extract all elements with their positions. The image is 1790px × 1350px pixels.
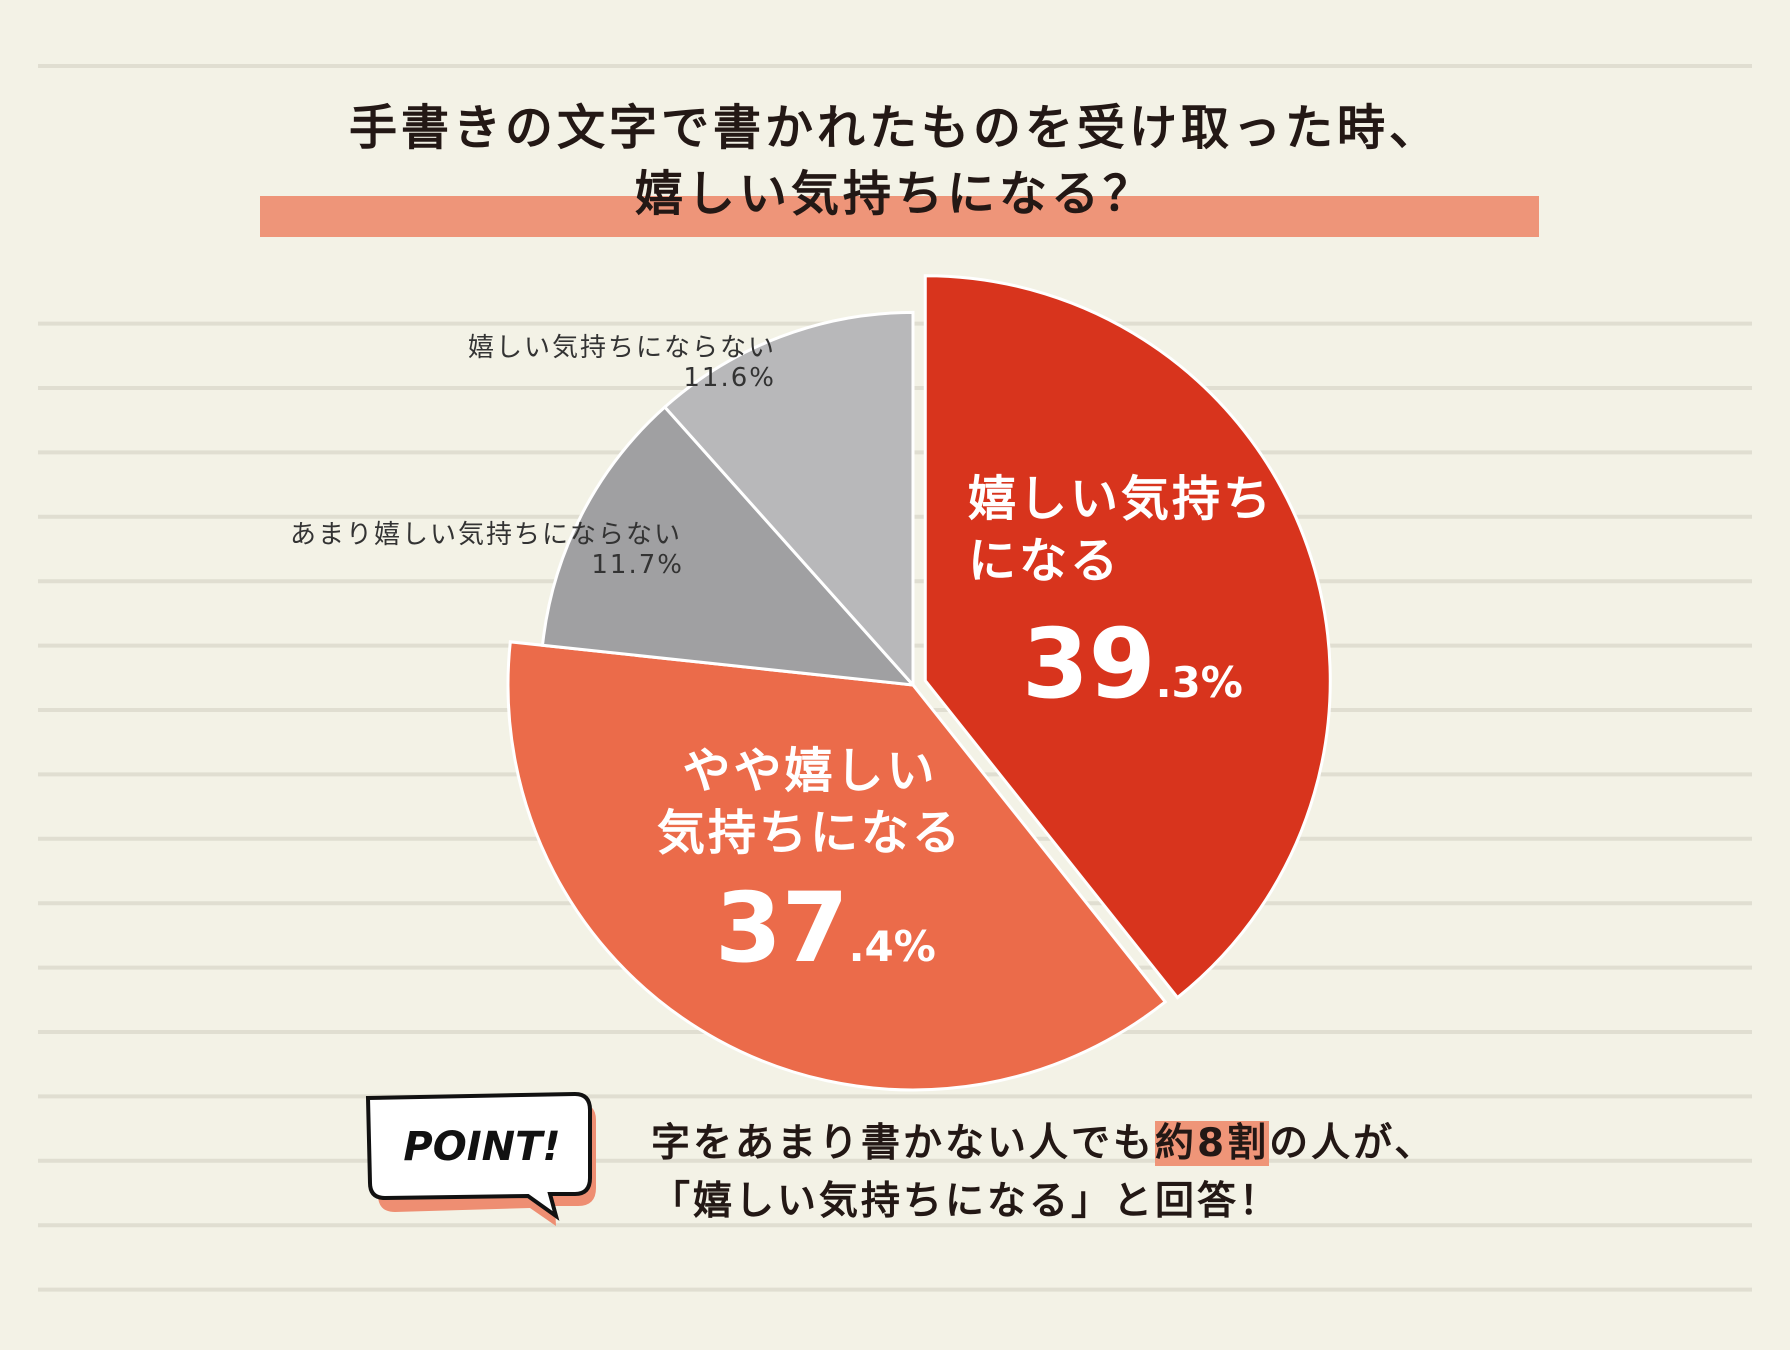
point-text-part: 字をあまり書かない人でも: [651, 1121, 1156, 1166]
point-text-part: の人が、: [1269, 1121, 1437, 1166]
value-label: 11.6%: [683, 363, 776, 393]
pie-slice: [662, 310, 915, 689]
value-label: 39.3%: [1022, 608, 1243, 720]
pie-slice: [506, 640, 1168, 1092]
slice-label: あまり嬉しい気持ちにならない: [289, 520, 682, 550]
value-label: 11.7%: [591, 550, 684, 580]
point-badge-text: POINT!: [403, 1124, 560, 1170]
point-badge: [365, 1091, 596, 1226]
value-label: 37.4%: [715, 872, 936, 984]
title-band: [260, 196, 1539, 237]
slice-label: やや嬉しい 気持ちになる: [656, 743, 963, 861]
slice-label: 嬉しい気持ちにならない: [467, 333, 776, 363]
point-text-part: 約8割: [1155, 1121, 1270, 1166]
pie-slice: [923, 274, 1332, 1000]
slice-label: 嬉しい気持ち になる: [968, 471, 1275, 589]
point-text: 「嬉しい気持ちになる」と回答！: [651, 1170, 1281, 1226]
chart-title: 手書きの文字で書かれたものを受け取った時、 嬉しい気持ちになる？: [348, 100, 1441, 222]
point-text: 字をあまり書かない人でも約8割の人が、: [651, 1112, 1436, 1168]
pie-slice: [540, 404, 917, 687]
point-text-part: 「嬉しい気持ちになる」と回答！: [651, 1179, 1282, 1224]
